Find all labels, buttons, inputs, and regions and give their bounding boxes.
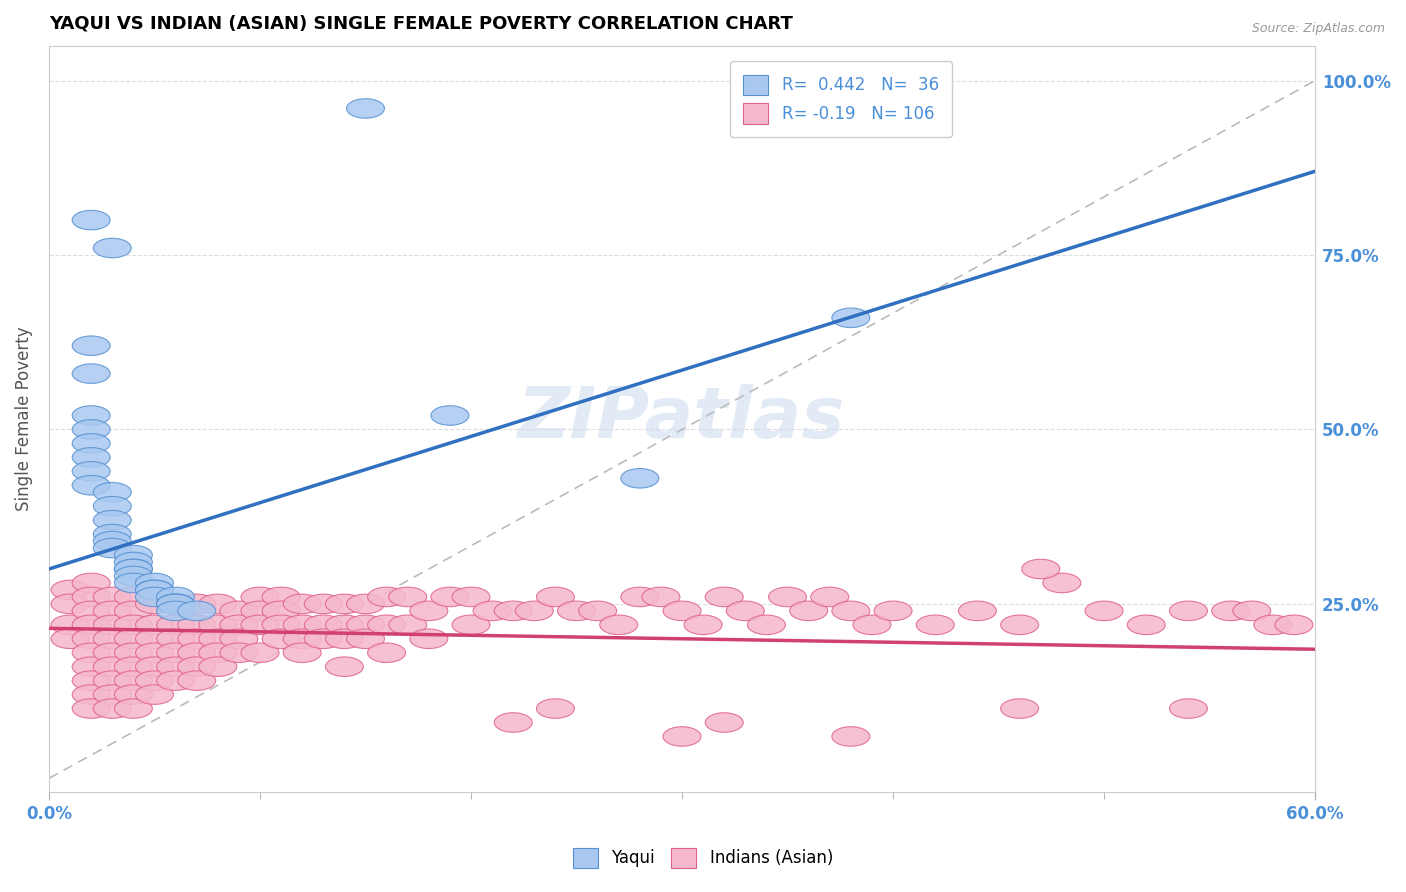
Legend: Yaqui, Indians (Asian): Yaqui, Indians (Asian): [567, 841, 839, 875]
Y-axis label: Single Female Poverty: Single Female Poverty: [15, 326, 32, 511]
Text: YAQUI VS INDIAN (ASIAN) SINGLE FEMALE POVERTY CORRELATION CHART: YAQUI VS INDIAN (ASIAN) SINGLE FEMALE PO…: [49, 15, 793, 33]
Legend: R=  0.442   N=  36, R= -0.19   N= 106: R= 0.442 N= 36, R= -0.19 N= 106: [730, 62, 952, 137]
Text: ZIPatlas: ZIPatlas: [519, 384, 845, 453]
Text: Source: ZipAtlas.com: Source: ZipAtlas.com: [1251, 22, 1385, 36]
